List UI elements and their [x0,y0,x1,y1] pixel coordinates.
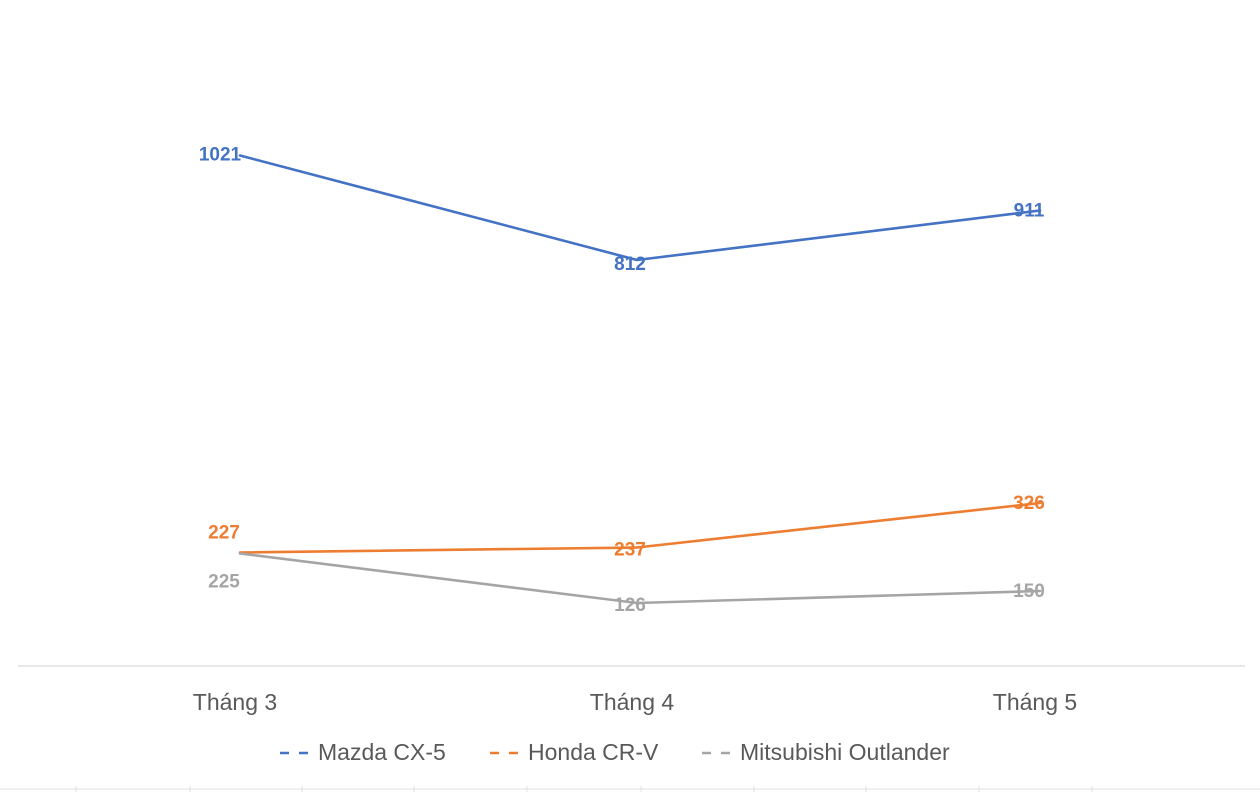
x-axis: Tháng 3 Tháng 4 Tháng 5 [18,665,1245,715]
spreadsheet-gridlines [0,786,1260,792]
data-label: 812 [614,254,646,275]
legend-item: Honda CR-V [490,739,659,765]
x-tick-label: Tháng 3 [193,689,277,715]
legend: Mazda CX-5 Honda CR-V Mitsubishi Outlander [280,739,950,765]
data-label: 225 [208,572,240,593]
series-layer [238,154,1042,605]
data-label: 150 [1013,581,1045,602]
data-label: 326 [1013,493,1045,514]
series-line-mitsubishi-outlander [238,552,1042,605]
legend-label: Mitsubishi Outlander [740,739,950,765]
data-label: 227 [208,523,240,544]
series-line-mazda-cx-5 [238,154,1042,262]
data-label-layer: 1021 812 911 227 237 326 225 126 150 [199,145,1045,617]
legend-item: Mitsubishi Outlander [702,739,950,765]
data-label: 126 [614,595,646,616]
x-tick-label: Tháng 4 [590,689,675,715]
data-label: 911 [1014,201,1045,222]
legend-item: Mazda CX-5 [280,739,446,765]
legend-label: Honda CR-V [528,739,659,765]
data-label: 1021 [199,145,242,166]
legend-label: Mazda CX-5 [318,739,446,765]
x-tick-label: Tháng 5 [993,689,1077,715]
series-line-honda-cr-v [238,501,1042,554]
data-label: 237 [614,540,646,561]
